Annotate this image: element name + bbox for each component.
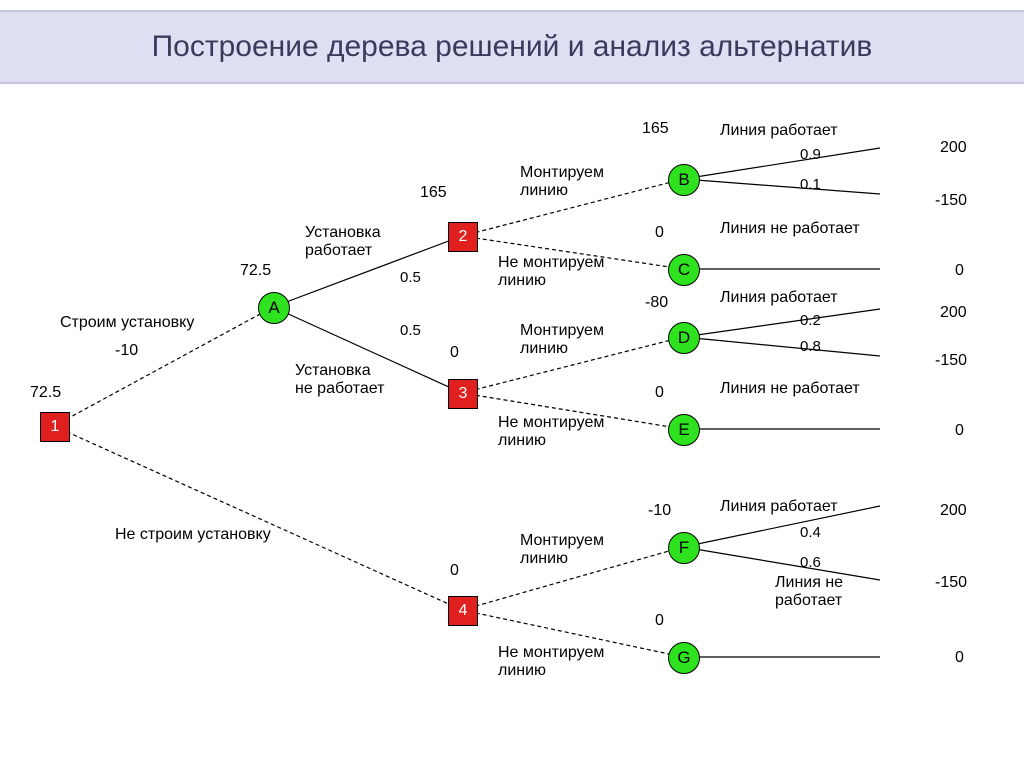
- page-title: Построение дерева решений и анализ альте…: [30, 30, 994, 64]
- label: Линия работает: [720, 498, 838, 516]
- label: 0: [450, 562, 459, 580]
- label: Установкаработает: [305, 224, 381, 260]
- decision-node-3: 3: [448, 379, 478, 409]
- label: 0.2: [800, 312, 821, 329]
- label: 72.5: [30, 384, 61, 402]
- label: -150: [935, 352, 967, 370]
- label: Установкане работает: [295, 362, 384, 398]
- chance-node-C: C: [668, 254, 700, 286]
- label: -10: [648, 502, 671, 520]
- label: 0: [655, 224, 664, 242]
- chance-node-B: B: [668, 164, 700, 196]
- label: 0.1: [800, 176, 821, 193]
- label: 0.8: [800, 338, 821, 355]
- label: 165: [642, 120, 669, 138]
- label: Линия неработает: [775, 574, 843, 610]
- chance-node-G: G: [668, 642, 700, 674]
- title-bar: Построение дерева решений и анализ альте…: [0, 10, 1024, 84]
- chance-node-F: F: [668, 532, 700, 564]
- label: 200: [940, 139, 967, 157]
- label: Не строим установку: [115, 526, 271, 544]
- chance-node-E: E: [668, 414, 700, 446]
- label: 0.5: [400, 269, 421, 286]
- label: Монтируемлинию: [520, 532, 604, 568]
- label: -80: [645, 294, 668, 312]
- label: 200: [940, 304, 967, 322]
- label: Линия работает: [720, 122, 838, 140]
- label: Монтируемлинию: [520, 164, 604, 200]
- label: Линия не работает: [720, 220, 860, 238]
- label: Не монтируемлинию: [498, 414, 604, 450]
- chance-node-A: A: [258, 292, 290, 324]
- label: -150: [935, 574, 967, 592]
- chance-node-D: D: [668, 322, 700, 354]
- label: -150: [935, 192, 967, 210]
- label: 200: [940, 502, 967, 520]
- label: Не монтируемлинию: [498, 254, 604, 290]
- label: 0: [655, 384, 664, 402]
- label: Монтируемлинию: [520, 322, 604, 358]
- label: 72.5: [240, 262, 271, 280]
- label: -10: [115, 342, 138, 360]
- label: Не монтируемлинию: [498, 644, 604, 680]
- label: Линия не работает: [720, 380, 860, 398]
- decision-tree-canvas: 1 2 3 4 A B C D E F G 72.5 Строим установку -10 Не стр…: [0, 84, 1024, 754]
- decision-node-1: 1: [40, 412, 70, 442]
- label: 165: [420, 184, 447, 202]
- label: 0: [450, 344, 459, 362]
- label: 0.5: [400, 322, 421, 339]
- decision-node-2: 2: [448, 222, 478, 252]
- label: 0: [655, 612, 664, 630]
- label: Строим установку: [60, 314, 194, 332]
- label: 0: [955, 262, 964, 280]
- label: 0.9: [800, 146, 821, 163]
- label: 0: [955, 649, 964, 667]
- decision-node-4: 4: [448, 596, 478, 626]
- label: 0: [955, 422, 964, 440]
- label: 0.4: [800, 524, 821, 541]
- label: 0.6: [800, 554, 821, 571]
- label: Линия работает: [720, 289, 838, 307]
